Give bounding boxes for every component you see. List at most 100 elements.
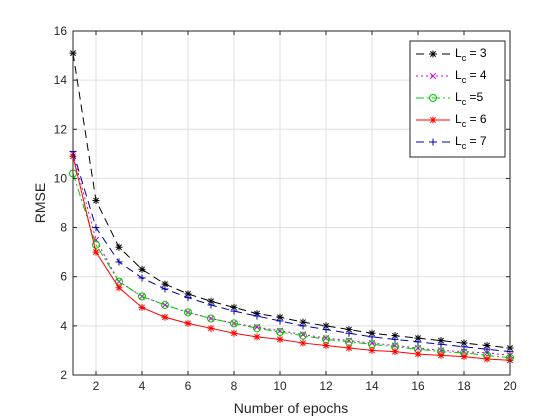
data-point [207, 301, 215, 309]
legend-marker [429, 72, 437, 80]
data-point [322, 322, 330, 330]
y-axis-title: RMSE [32, 183, 48, 223]
legend-entry-2: Lc = 4 [416, 68, 487, 85]
legend: Lc = 3 Lc = 4 Lc =5 Lc = 6 Lc = 7 [409, 40, 506, 158]
data-point [253, 324, 261, 333]
data-point [276, 317, 284, 325]
data-point [414, 338, 422, 346]
data-point [138, 265, 146, 273]
data-point [460, 343, 468, 351]
y-tick-label: 12 [54, 122, 68, 136]
data-point [460, 353, 468, 361]
y-tick-label: 6 [60, 270, 67, 284]
data-point [184, 294, 192, 302]
data-point [115, 284, 123, 292]
x-tick-label: 12 [319, 379, 333, 393]
data-point [138, 303, 146, 311]
x-tick-label: 6 [185, 379, 192, 393]
data-point [138, 292, 146, 301]
data-point [161, 300, 169, 309]
y-tick-label: 14 [54, 73, 68, 87]
legend-marker [429, 50, 437, 58]
y-tick-label: 4 [60, 319, 67, 333]
series-line-5 [72, 151, 511, 353]
data-point [299, 339, 307, 347]
data-point [437, 340, 445, 348]
data-point [322, 342, 330, 350]
x-axis-title: Number of epochs [234, 400, 348, 416]
data-point [207, 315, 215, 322]
series-line-1 [72, 53, 511, 349]
data-point [299, 331, 307, 340]
series-1 [69, 49, 514, 352]
legend-marker [429, 116, 437, 124]
axes-frame [72, 30, 511, 376]
data-point [299, 322, 307, 330]
data-point [276, 328, 284, 336]
data-point [414, 350, 422, 358]
data-point [391, 335, 399, 343]
data-point [184, 319, 192, 327]
data-point [230, 329, 238, 337]
x-tick-label: 14 [365, 379, 379, 393]
data-point [115, 258, 123, 266]
legend-label: Lc = 3 [455, 46, 487, 63]
series-line-3 [72, 173, 511, 359]
data-point [345, 329, 353, 337]
data-point [391, 348, 399, 356]
data-point [115, 243, 123, 251]
legend-entry-1: Lc = 3 [416, 46, 487, 63]
x-tick-label: 10 [273, 379, 287, 393]
y-tick-label: 16 [54, 24, 68, 38]
data-point [92, 248, 100, 256]
data-point [345, 344, 353, 352]
x-tick-label: 18 [457, 379, 471, 393]
data-point [437, 351, 445, 359]
legend-entry-4: Lc = 6 [416, 112, 487, 129]
data-point [207, 324, 215, 332]
data-point [483, 355, 491, 363]
legend-entry-3: Lc =5 [416, 90, 484, 107]
data-point [161, 285, 169, 293]
y-tick-label: 10 [54, 171, 68, 185]
legend-label: Lc = 7 [455, 134, 487, 151]
data-point [368, 333, 376, 341]
x-tick-label: 8 [231, 379, 238, 393]
x-tick-label: 20 [503, 379, 517, 393]
data-point [368, 329, 376, 337]
data-point [483, 345, 491, 353]
data-point [230, 307, 238, 315]
legend-marker [429, 138, 437, 146]
legend-marker [429, 94, 437, 102]
series-line-4 [72, 156, 511, 361]
data-point [184, 308, 192, 317]
data-point [230, 319, 238, 328]
y-tick-label: 2 [60, 368, 67, 382]
legend-label: Lc = 6 [455, 112, 487, 129]
data-point [92, 197, 100, 205]
data-point [207, 297, 215, 305]
legend-entry-5: Lc = 7 [416, 134, 487, 151]
data-point [276, 335, 284, 343]
data-point [138, 274, 146, 282]
data-point [253, 333, 261, 341]
data-point [207, 314, 215, 323]
data-point [161, 301, 169, 309]
data-point [253, 312, 261, 320]
data-point [161, 313, 169, 321]
series-5 [69, 147, 514, 356]
data-point [92, 240, 100, 249]
data-point [92, 224, 100, 232]
y-tick-label: 8 [60, 221, 67, 235]
data-point [322, 326, 330, 334]
data-point [483, 349, 491, 357]
x-tick-label: 2 [93, 379, 100, 393]
legend-label: Lc =5 [455, 90, 484, 107]
series-line-2 [72, 153, 511, 356]
legend-label: Lc = 4 [455, 68, 487, 85]
axes: 2 4 6 8 10 12 14 16 18 20 2 4 6 8 10 12 14 16 [54, 24, 517, 393]
x-tick-label: 4 [139, 379, 146, 393]
data-point [368, 346, 376, 354]
